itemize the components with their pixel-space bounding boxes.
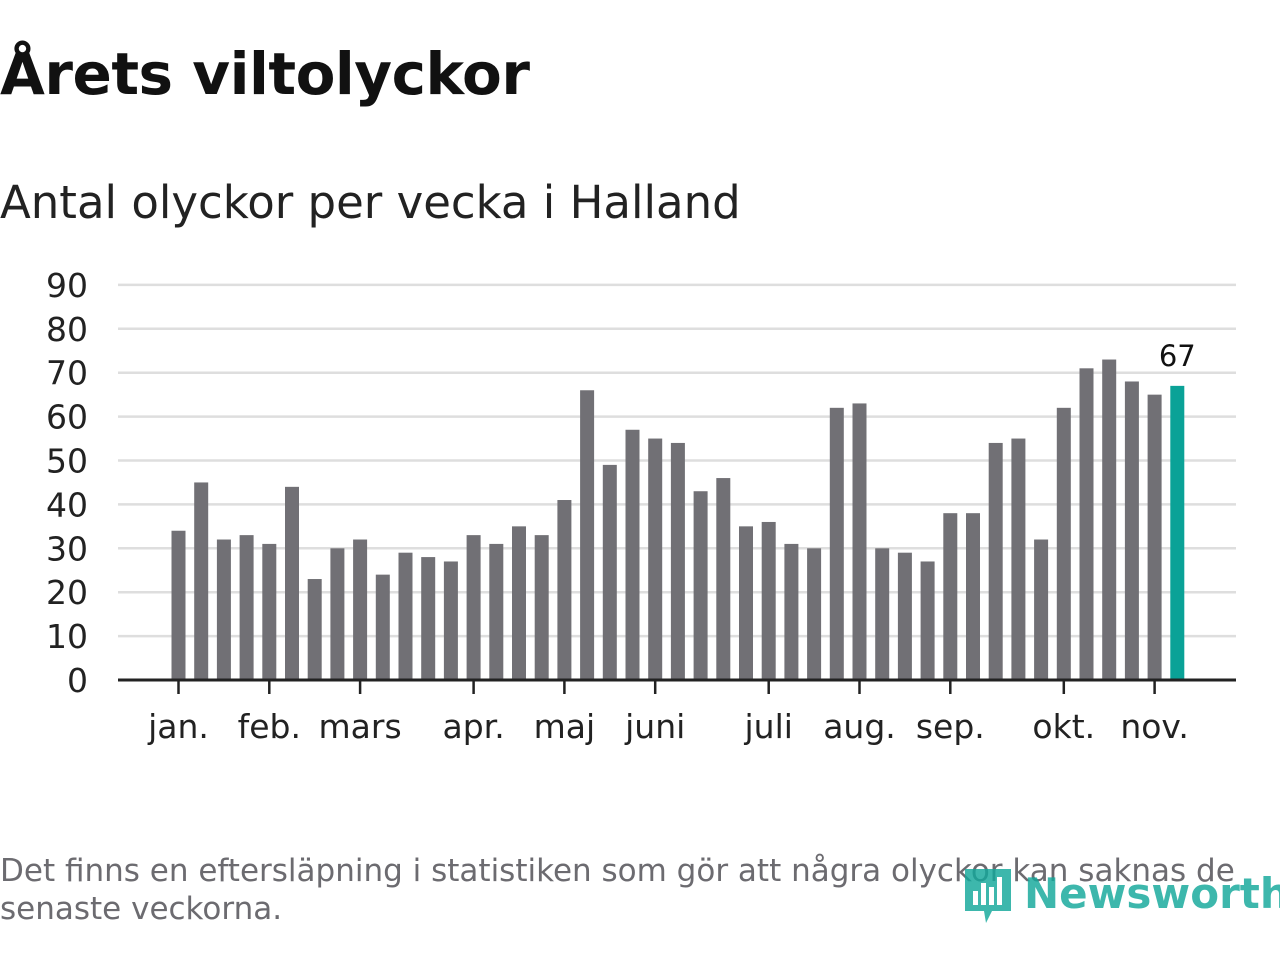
- brand-name: Newsworthy: [1024, 868, 1280, 918]
- bars: [171, 359, 1185, 680]
- bar: [557, 500, 572, 680]
- bar: [988, 442, 1003, 680]
- bar: [216, 539, 231, 680]
- bar: [512, 526, 526, 680]
- bar: [670, 442, 685, 680]
- bar: [829, 407, 844, 680]
- bar: [239, 535, 254, 680]
- bar: [307, 579, 322, 680]
- chart-title: Årets viltolyckor: [0, 40, 530, 108]
- y-tick-label: 50: [46, 442, 88, 481]
- x-tick-label: aug.: [823, 707, 896, 746]
- x-tick-label: nov.: [1120, 707, 1189, 746]
- y-tick-label: 90: [46, 266, 88, 305]
- bar: [943, 513, 958, 680]
- bar: [489, 543, 504, 680]
- bar: [716, 478, 731, 680]
- y-tick-label: 60: [46, 398, 88, 437]
- data-labels: 67: [1159, 339, 1196, 373]
- y-tick-label: 10: [46, 617, 88, 656]
- y-axis-tick-labels: 0 10 20 30 40 50 60 70 80 90: [46, 266, 88, 700]
- bar: [443, 561, 458, 680]
- footnote: Det finns en eftersläpning i statistiken…: [0, 853, 1235, 927]
- bar: [625, 429, 640, 680]
- bar: [602, 464, 617, 680]
- bar: [262, 543, 277, 680]
- y-tick-label: 20: [46, 573, 88, 612]
- bar: [353, 539, 368, 680]
- x-tick-label: juni: [624, 707, 685, 746]
- y-tick-label: 80: [46, 310, 88, 349]
- bar: [171, 530, 186, 680]
- bar: [375, 574, 390, 680]
- bar: [285, 486, 299, 680]
- x-tick-label: apr.: [442, 707, 504, 746]
- x-tick-label: juli: [743, 707, 792, 746]
- bar: [875, 548, 890, 680]
- bar: [1056, 407, 1071, 680]
- bar: [194, 482, 209, 680]
- x-tick-label: feb.: [238, 707, 301, 746]
- bar: [920, 561, 935, 680]
- y-tick-label: 0: [67, 661, 88, 700]
- bar: [897, 552, 912, 680]
- bar: [784, 543, 799, 680]
- bar-highlighted: [1170, 385, 1185, 680]
- data-label-highlight: 67: [1159, 339, 1196, 373]
- bar: [807, 548, 822, 680]
- y-tick-label: 70: [46, 354, 88, 393]
- bar: [761, 521, 776, 680]
- bar: [534, 535, 549, 680]
- bar: [739, 526, 753, 680]
- y-tick-label: 40: [46, 485, 88, 524]
- bar: [852, 403, 867, 680]
- newsworthy-logo-icon: [965, 869, 1011, 923]
- x-tick-label: mars: [319, 707, 402, 746]
- bar: [693, 491, 708, 680]
- bar: [398, 552, 413, 680]
- bar: [421, 557, 436, 680]
- y-tick-label: 30: [46, 529, 88, 568]
- bar: [1102, 359, 1117, 680]
- x-tick-label: okt.: [1032, 707, 1095, 746]
- x-axis-ticks: jan. feb. mars apr. maj juni juli aug. sep. okt. n…: [147, 680, 1189, 746]
- bar: [1034, 539, 1049, 680]
- bar: [1011, 438, 1026, 680]
- bar: [1079, 368, 1094, 680]
- newsworthy-logo: Newsworthy: [962, 858, 1280, 928]
- x-tick-label: sep.: [916, 707, 985, 746]
- bar: [1124, 381, 1139, 680]
- bar: [648, 438, 663, 680]
- x-tick-label: jan.: [147, 707, 209, 746]
- x-tick-label: maj: [534, 707, 596, 746]
- bar: [466, 535, 481, 680]
- bar: [330, 548, 345, 680]
- bar: [966, 513, 980, 680]
- bar: [580, 390, 595, 680]
- chart-subtitle: Antal olyckor per vecka i Halland: [0, 176, 741, 229]
- bar: [1147, 394, 1162, 680]
